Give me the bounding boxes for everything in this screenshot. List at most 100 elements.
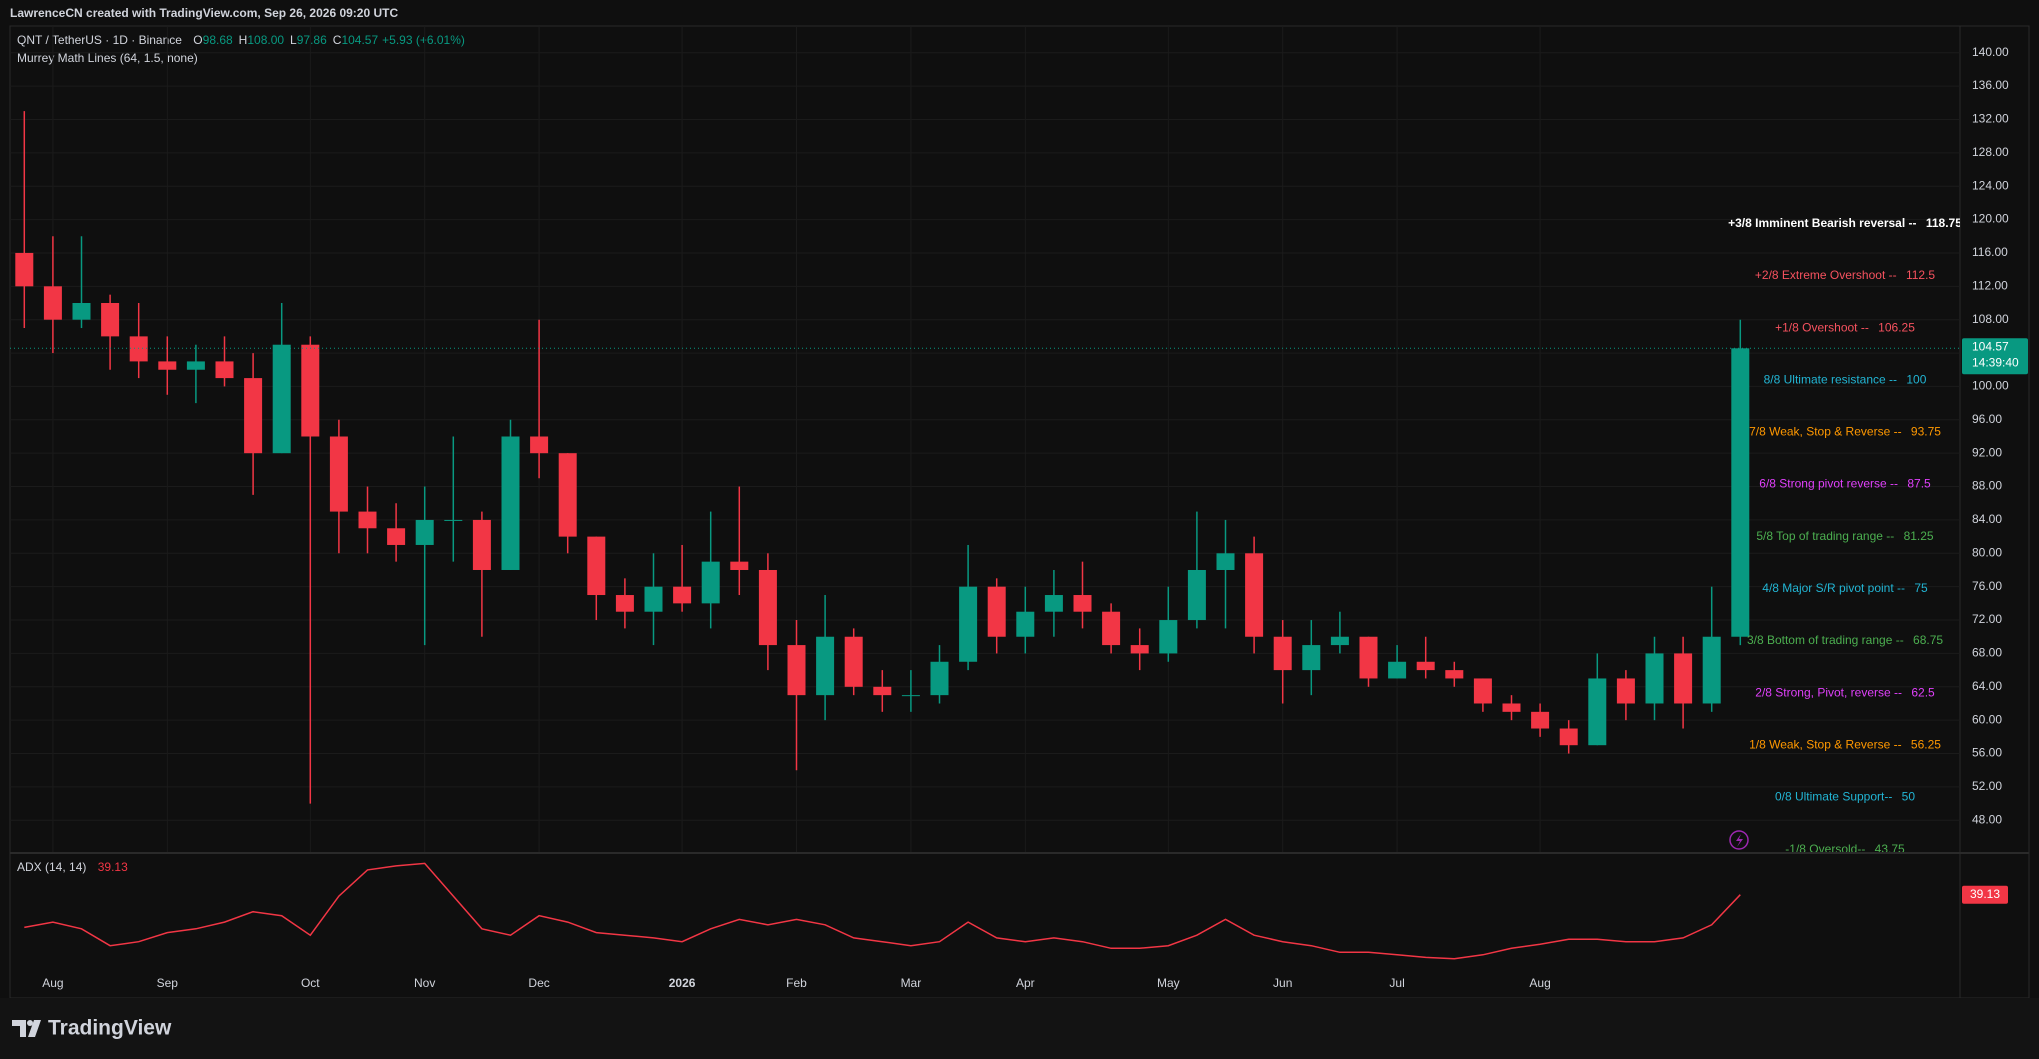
symbol-legend: QNT / TetherUS · 1D · Binance O98.68 H108… — [17, 33, 465, 47]
chart-frame — [9, 25, 2030, 999]
y-tick-label: 76.00 — [1972, 579, 2002, 593]
x-tick-label: Mar — [901, 976, 922, 990]
y-tick-label: 108.00 — [1972, 312, 2009, 326]
y-tick-label: 80.00 — [1972, 545, 2002, 559]
ohlc-value: 98.68 — [203, 33, 233, 47]
y-tick-label: 56.00 — [1972, 746, 2002, 760]
level-value: 112.5 — [1906, 268, 1935, 282]
ohlc-key: H — [239, 33, 248, 47]
level-label: 7/8 Weak, Stop & Reverse -- — [1749, 425, 1905, 439]
brand-logo: TradingView — [12, 1017, 172, 1040]
candle-body — [1273, 636, 1292, 671]
candle-body — [444, 519, 463, 521]
ohlc-key: C — [333, 33, 342, 47]
y-tick-label: 128.00 — [1972, 145, 2009, 159]
price-axis: 48.00 52.00 56.00 60.00 64.00 68.00 72.00 76.00… — [1962, 45, 2028, 826]
candle-body — [730, 561, 749, 570]
candle-body — [1588, 678, 1607, 746]
candle-body — [1216, 553, 1235, 570]
candle-body — [1044, 595, 1063, 612]
murrey-level: 7/8 Weak, Stop & Reverse -- 93.75 — [1749, 425, 1941, 439]
candle-body — [930, 661, 949, 696]
last-price-label: 104.57 — [1972, 339, 2009, 353]
level-label: 4/8 Major S/R pivot point -- — [1762, 581, 1908, 595]
candle-body — [530, 436, 549, 454]
candle-body — [1302, 645, 1321, 671]
price-pane: +3/8 Imminent Bearish reversal -- 118.75… — [10, 26, 1960, 856]
y-tick-label: 48.00 — [1972, 812, 2002, 826]
level-label: +1/8 Overshoot -- — [1775, 320, 1872, 334]
candle-body — [186, 361, 205, 370]
candle-body — [673, 586, 692, 604]
level-label: -1/8 Oversold-- — [1785, 842, 1868, 856]
candle-body — [272, 344, 291, 454]
y-tick-label: 96.00 — [1972, 412, 2002, 426]
adx-value: 39.13 — [98, 860, 128, 874]
x-tick-label: Oct — [301, 976, 320, 990]
candle-body — [1731, 348, 1750, 637]
candle-body — [1473, 678, 1492, 704]
candle-body — [129, 336, 148, 362]
x-tick-label: 2026 — [669, 976, 696, 990]
adx-label: ADX (14, 14) — [17, 860, 86, 874]
footer-bar — [0, 998, 2039, 1059]
murrey-level: 3/8 Bottom of trading range -- 68.75 — [1747, 633, 1943, 647]
candle-body — [987, 586, 1006, 637]
candle-body — [615, 595, 634, 612]
murrey-level: -1/8 Oversold-- 43.75 — [1785, 842, 1905, 856]
candle-body — [1502, 703, 1521, 712]
candle-body — [844, 636, 863, 687]
y-tick-label: 112.00 — [1972, 278, 2008, 292]
countdown: 14:39:40 — [1972, 355, 2019, 369]
level-value: 106.25 — [1878, 320, 1915, 334]
level-label: 5/8 Top of trading range -- — [1756, 529, 1897, 543]
candle-body — [244, 378, 263, 454]
x-tick-label: Sep — [157, 976, 179, 990]
x-tick-label: Jun — [1273, 976, 1292, 990]
symbol: QNT / TetherUS · 1D · Binance — [17, 33, 182, 47]
candle-body — [1416, 661, 1435, 671]
candle-body — [1102, 611, 1121, 646]
level-value: 87.5 — [1907, 477, 1931, 491]
candle-body — [1531, 711, 1550, 729]
candle-body — [1159, 620, 1178, 654]
level-label: +3/8 Imminent Bearish reversal -- — [1728, 216, 1920, 230]
candle-body — [787, 645, 806, 696]
candle-body — [1616, 678, 1635, 704]
candle-body — [501, 436, 520, 570]
murrey-level: 8/8 Ultimate resistance -- 100 — [1764, 373, 1927, 387]
alert-icon[interactable] — [1729, 830, 1749, 850]
level-label: 0/8 Ultimate Support-- — [1775, 790, 1896, 804]
candle-body — [387, 528, 406, 545]
candle-body — [1130, 645, 1149, 654]
x-tick-label: May — [1157, 976, 1180, 990]
change: +5.93 (+6.01%) — [382, 33, 465, 47]
adx-value-label: 39.13 — [1970, 887, 2000, 901]
candle-body — [959, 586, 978, 662]
candle-body — [158, 361, 177, 370]
time-axis: Aug Sep Oct Nov Dec 2026 Feb Mar Apr May Jun Jul Aug — [42, 976, 1551, 990]
candle-body — [101, 303, 120, 337]
y-tick-label: 88.00 — [1972, 479, 2002, 493]
level-value: 81.25 — [1904, 529, 1934, 543]
candle-body — [1445, 670, 1464, 679]
level-value: 43.75 — [1875, 842, 1905, 856]
y-tick-label: 120.00 — [1972, 212, 2009, 226]
ohlc-value: 108.00 — [247, 33, 284, 47]
level-value: 62.5 — [1911, 685, 1935, 699]
candle-body — [329, 436, 348, 512]
brand-mark — [12, 1020, 41, 1037]
x-tick-label: Aug — [1529, 976, 1550, 990]
level-label: 2/8 Strong, Pivot, reverse -- — [1755, 685, 1905, 699]
candle-body — [215, 361, 234, 379]
y-tick-label: 136.00 — [1972, 78, 2009, 92]
murrey-level: +2/8 Extreme Overshoot -- 112.5 — [1755, 268, 1936, 282]
candle-body — [587, 536, 606, 596]
candle-body — [301, 344, 320, 437]
adx-line — [24, 862, 1741, 960]
candle-body — [72, 303, 91, 320]
candle-body — [415, 519, 434, 545]
last-price-box — [1962, 338, 2028, 375]
murrey-level: 4/8 Major S/R pivot point -- 75 — [1762, 581, 1928, 595]
